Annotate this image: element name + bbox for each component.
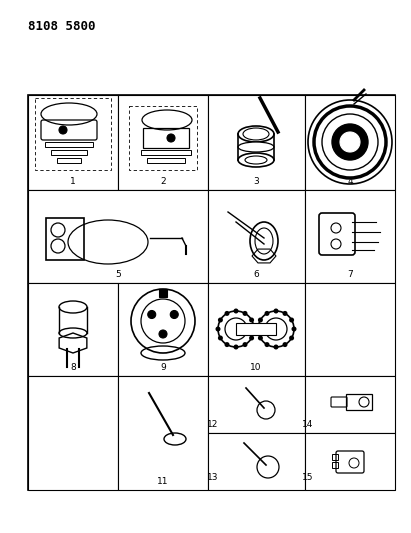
Circle shape: [218, 335, 223, 341]
Text: 12: 12: [207, 420, 219, 429]
Bar: [28, 95, 118, 190]
Bar: [57, 158, 81, 163]
Text: 11: 11: [157, 477, 169, 486]
Ellipse shape: [238, 126, 274, 142]
Circle shape: [265, 342, 270, 347]
Bar: [141, 150, 191, 155]
Bar: [28, 190, 208, 283]
Circle shape: [59, 126, 67, 134]
Bar: [51, 150, 87, 155]
Text: 10: 10: [250, 363, 262, 372]
Bar: [305, 433, 395, 490]
Circle shape: [167, 134, 175, 142]
Bar: [118, 376, 208, 490]
Bar: [332, 454, 338, 460]
Bar: [332, 462, 338, 468]
Bar: [305, 95, 395, 190]
Circle shape: [265, 311, 270, 316]
Text: 7: 7: [347, 270, 353, 279]
Circle shape: [256, 327, 261, 332]
Bar: [236, 323, 276, 335]
Circle shape: [233, 309, 238, 313]
Text: 5: 5: [115, 270, 121, 279]
Text: 14: 14: [302, 420, 314, 429]
Bar: [28, 283, 118, 376]
Bar: [118, 283, 208, 376]
Bar: [346, 394, 372, 410]
Bar: [147, 158, 185, 163]
Circle shape: [258, 318, 263, 322]
Circle shape: [340, 132, 360, 152]
Circle shape: [218, 318, 223, 322]
Circle shape: [273, 309, 279, 313]
Bar: [46, 218, 84, 260]
Bar: [208, 283, 305, 376]
Circle shape: [282, 342, 288, 347]
Bar: [208, 376, 305, 433]
Bar: [305, 283, 395, 376]
Circle shape: [249, 318, 254, 322]
Circle shape: [249, 335, 254, 341]
Circle shape: [170, 311, 178, 319]
Bar: [35, 98, 111, 170]
Bar: [208, 190, 305, 283]
FancyBboxPatch shape: [319, 213, 355, 255]
Circle shape: [242, 342, 247, 347]
Circle shape: [289, 335, 294, 341]
Bar: [305, 190, 395, 283]
Ellipse shape: [250, 222, 278, 260]
Text: 8: 8: [70, 363, 76, 372]
Bar: [28, 95, 395, 490]
Bar: [143, 128, 189, 148]
Circle shape: [159, 330, 167, 338]
Text: 2: 2: [160, 177, 166, 186]
Circle shape: [224, 342, 229, 347]
Text: 8108 5800: 8108 5800: [28, 20, 95, 33]
Bar: [118, 95, 208, 190]
Circle shape: [252, 327, 256, 332]
Text: 6: 6: [253, 270, 259, 279]
Text: 9: 9: [160, 363, 166, 372]
Text: 15: 15: [302, 473, 314, 482]
Polygon shape: [159, 289, 167, 297]
Circle shape: [224, 311, 229, 316]
Circle shape: [233, 344, 238, 350]
Circle shape: [258, 335, 263, 341]
Circle shape: [242, 311, 247, 316]
Circle shape: [215, 327, 220, 332]
Text: 13: 13: [207, 473, 219, 482]
Circle shape: [148, 311, 156, 319]
Text: 1: 1: [70, 177, 76, 186]
Bar: [305, 376, 395, 433]
Bar: [208, 95, 305, 190]
Bar: [129, 106, 197, 170]
Ellipse shape: [238, 153, 274, 167]
Circle shape: [289, 318, 294, 322]
Bar: [45, 142, 93, 147]
Bar: [208, 433, 305, 490]
Ellipse shape: [238, 142, 274, 152]
Circle shape: [282, 311, 288, 316]
Text: 3: 3: [253, 177, 259, 186]
Text: 4: 4: [347, 177, 353, 186]
Circle shape: [291, 327, 296, 332]
Circle shape: [273, 344, 279, 350]
Circle shape: [332, 124, 368, 160]
Bar: [28, 376, 118, 490]
